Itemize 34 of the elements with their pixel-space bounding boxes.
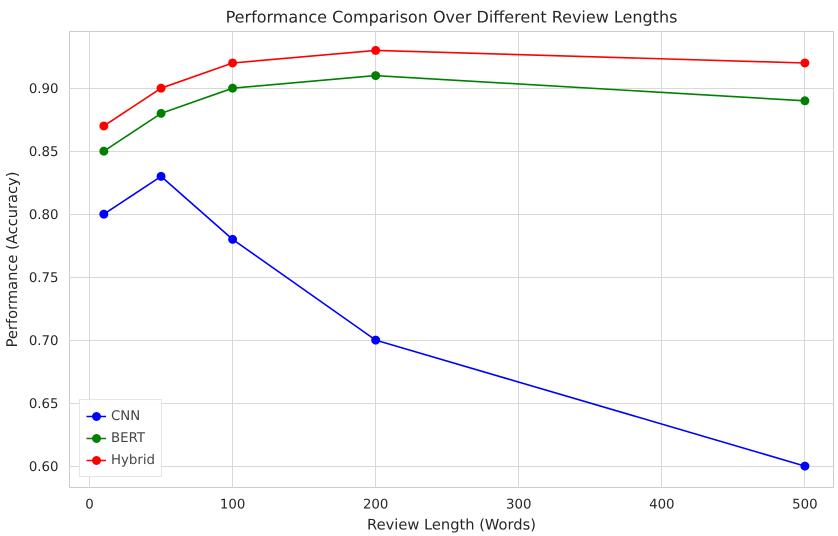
point bbox=[99, 210, 108, 219]
point bbox=[371, 46, 380, 55]
y-tick-label: 0.75 bbox=[28, 271, 59, 286]
point bbox=[99, 146, 108, 156]
y-tick-label: 0.65 bbox=[28, 397, 59, 412]
x-tick-label: 500 bbox=[792, 498, 818, 512]
point bbox=[371, 336, 380, 345]
point bbox=[371, 71, 380, 80]
point bbox=[228, 58, 238, 68]
x-tick-label: 0 bbox=[85, 498, 94, 512]
point bbox=[156, 84, 166, 93]
y-axis-title: Performance (Accuracy) bbox=[4, 172, 21, 348]
point bbox=[228, 84, 238, 93]
point bbox=[800, 462, 810, 471]
y-tick-label: 0.60 bbox=[28, 460, 59, 476]
x-tick-label: 200 bbox=[362, 498, 388, 512]
point bbox=[156, 172, 166, 181]
legend-label: BERT bbox=[111, 430, 145, 446]
legend-label: CNN bbox=[111, 408, 140, 424]
chart-title: Performance Comparison Over Different Review Lengths bbox=[226, 8, 678, 26]
legend-label: Hybrid bbox=[111, 452, 156, 468]
y-tick-label: 0.90 bbox=[28, 82, 59, 98]
x-axis-title: Review Length (Words) bbox=[367, 516, 536, 534]
point bbox=[156, 108, 166, 118]
x-tick-label: 300 bbox=[506, 498, 532, 512]
point bbox=[228, 234, 238, 244]
point bbox=[99, 121, 108, 130]
point bbox=[800, 58, 810, 68]
x-tick-label: 100 bbox=[220, 498, 246, 512]
y-tick-label: 0.85 bbox=[28, 145, 59, 160]
point bbox=[800, 96, 810, 106]
y-tick-label: 0.80 bbox=[28, 208, 59, 224]
y-tick-label: 0.70 bbox=[28, 334, 59, 350]
x-tick-label: 400 bbox=[649, 498, 675, 512]
